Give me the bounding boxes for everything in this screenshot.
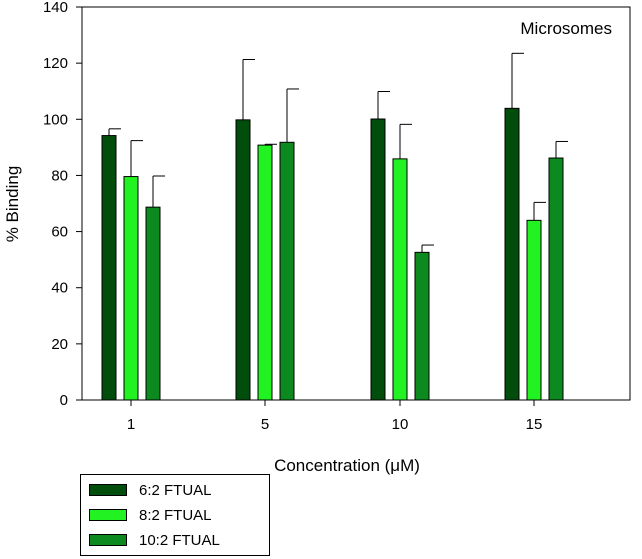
legend-item: 10:2 FTUAL <box>89 530 220 550</box>
legend-swatch <box>89 534 127 546</box>
x-tick-label: 1 <box>127 416 135 433</box>
bar <box>101 135 117 401</box>
error-bars <box>108 52 568 253</box>
legend-label: 8:2 FTUAL <box>139 506 212 524</box>
chart-title: Microsomes <box>520 19 612 38</box>
legend: 6:2 FTUAL 8:2 FTUAL 10:2 FTUAL <box>80 474 270 556</box>
y-tick-label: 140 <box>43 0 68 16</box>
bar <box>414 251 430 401</box>
bar <box>123 176 139 401</box>
legend-label: 6:2 FTUAL <box>139 481 212 499</box>
bar <box>235 119 251 401</box>
y-tick-label: 60 <box>51 224 68 241</box>
bar <box>548 157 564 401</box>
legend-label: 10:2 FTUAL <box>139 531 220 549</box>
legend-item: 6:2 FTUAL <box>89 480 212 500</box>
y-tick-label: 40 <box>51 280 68 297</box>
x-axis-label: Concentration (μM) <box>274 456 420 475</box>
y-tick-label: 120 <box>43 55 68 72</box>
y-tick-label: 20 <box>51 336 68 353</box>
x-tick-label: 15 <box>526 416 543 433</box>
bar <box>504 107 520 401</box>
bars <box>101 107 564 401</box>
y-axis-label: % Binding <box>3 166 22 243</box>
x-tick-label: 5 <box>261 416 269 433</box>
bar <box>392 158 408 401</box>
bar <box>279 141 295 401</box>
y-tick-label: 0 <box>60 392 68 409</box>
x-tick-label: 10 <box>392 416 409 433</box>
legend-swatch <box>89 484 127 496</box>
y-axis: 0 20 40 60 80 100 120 140 <box>43 0 82 409</box>
bar <box>526 219 542 401</box>
y-tick-label: 80 <box>51 167 68 184</box>
legend-swatch <box>89 509 127 521</box>
legend-item: 8:2 FTUAL <box>89 505 212 525</box>
bar <box>145 206 161 401</box>
plot-frame <box>81 6 631 401</box>
bar <box>257 144 273 401</box>
y-tick-label: 100 <box>43 111 68 128</box>
x-axis: 1 5 10 15 <box>127 400 543 433</box>
bar <box>370 118 386 401</box>
